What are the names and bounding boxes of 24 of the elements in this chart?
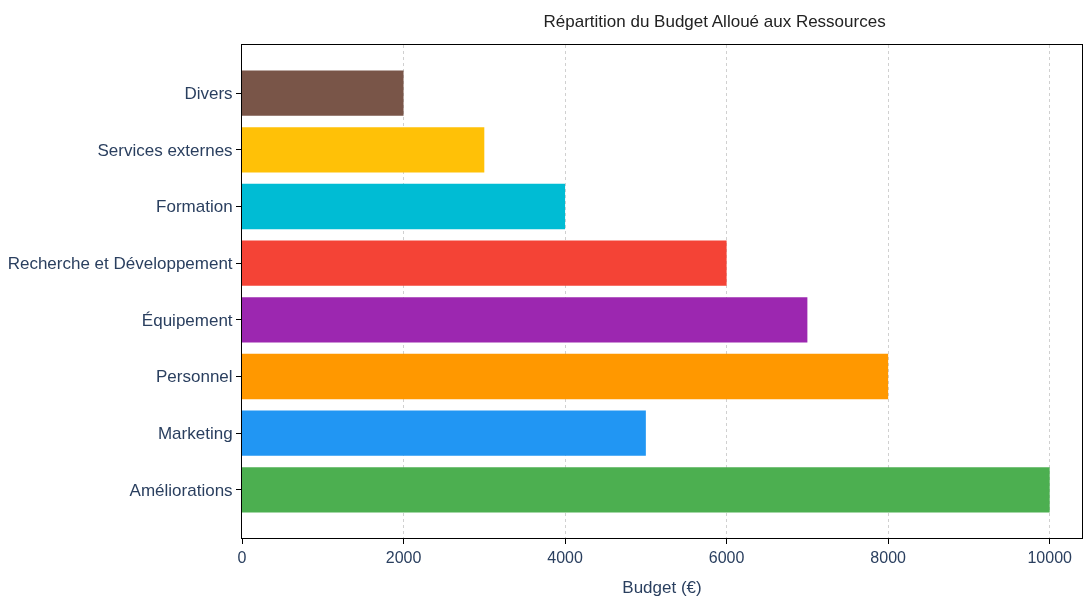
bar [242,353,889,400]
x-tick-label: 4000 [547,549,583,567]
y-tick-label: Améliorations [129,480,233,500]
x-tick-label: 8000 [870,549,907,567]
y-tick-label: Formation [156,197,233,217]
y-tick-label: Recherche et Développement [7,254,233,274]
x-tick-label: 0 [237,549,247,567]
x-tick-label: 10000 [1027,549,1073,567]
bar [242,127,485,173]
bar [242,297,808,343]
x-axis-title: Budget (€) [622,577,702,597]
x-tick-label: 6000 [708,549,745,567]
y-tick-label: Services externes [97,140,233,160]
bar [242,467,1050,513]
bar [242,240,727,286]
y-tick-label: Personnel [156,367,233,387]
bar [242,410,646,456]
chart-title: Répartition du Budget Alloué aux Ressources [543,11,886,31]
bar [242,70,404,116]
bar [242,183,566,230]
y-tick-label: Divers [184,84,233,104]
y-tick-label: Marketing [157,424,233,444]
x-tick-label: 2000 [385,549,422,567]
y-tick-label: Équipement [141,310,233,330]
